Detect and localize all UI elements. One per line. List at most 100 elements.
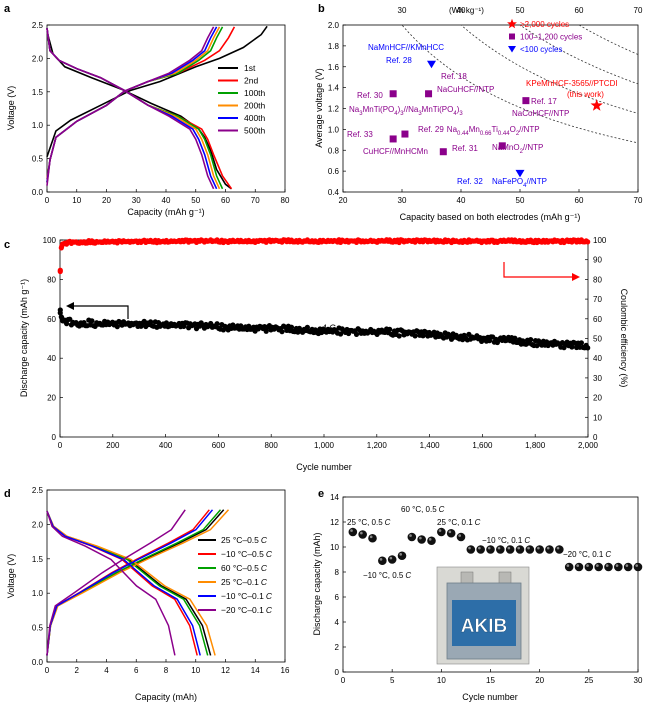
cycle-point-highlight [438,529,442,532]
x-tick-label: 50 [516,196,525,205]
panel-b-xlabel: Capacity based on both electrodes (mAh g… [400,212,581,222]
y-tick-label: 2.5 [32,21,44,30]
legend-label: 60 °C–0.5 C [221,563,268,573]
y-right-tick-label: 80 [593,275,602,284]
x-tick-label: 70 [251,196,260,205]
label-25C-0.5C: 25 °C, 0.5 C [347,518,391,527]
square-marker [389,135,397,143]
y-tick-label: 4 [335,618,340,627]
legend-label-unit: C [261,563,268,573]
panel-c-xlabel: Cycle number [296,462,352,472]
energy-contour [460,25,638,114]
annotation-ref32: Ref. 32 [457,177,483,186]
label-minus20C-0.1C: −20 °C, 0.1 C [563,550,611,559]
panel-b-top-axis-label: (Wh kg⁻¹) [449,6,484,15]
y-tick-label: 60 [47,315,56,324]
x-tick-label: 4 [104,666,109,675]
curve-charge [46,509,210,656]
y-right-tick-label: 40 [593,354,602,363]
cycle-point-highlight [350,529,353,532]
label-minus10C-0.5C: −10 °C, 0.5 C [363,571,411,580]
energy-contour-label: 50 [516,6,525,15]
y-tick-label: 0 [52,433,57,442]
annotation-ref29: Ref. 29 Na0.44Mn0.66Ti0.44O2//NTP [418,125,540,137]
x-tick-label: 50 [191,196,200,205]
x-tick-label: 8 [164,666,169,675]
panel-c-ylabel: Discharge capacity (mAh g⁻¹) [19,279,29,397]
legend-label: −10 °C–0.1 C [221,591,273,601]
cycle-point [397,551,407,561]
y-tick-label: 1.0 [32,589,44,598]
x-tick-label: 2 [75,666,80,675]
cycle-point [387,555,397,564]
y-tick-label: 0.5 [32,624,44,633]
curve-charge-200th [46,26,221,183]
cycle-point-highlight [458,534,462,537]
legend-label-unit: C [266,549,273,559]
curve-charge [46,509,186,656]
cycle-point [358,530,367,539]
legend-label-unit: C [266,605,273,615]
y-tick-label: 10 [330,543,339,552]
x-tick-label: 70 [634,196,643,205]
y-tick-label: 2.0 [32,520,44,529]
y-tick-label: 0.6 [328,167,340,176]
legend-label: 500th [244,126,266,136]
cycle-point [368,533,377,543]
arrow-right-axis [503,262,574,278]
annotation-this-work-1: KPeMnHCF-3565//PTCDI [526,79,618,88]
triangle-marker [515,169,525,178]
annotation-ref28: Ref. 28 [386,56,412,65]
inset-tab-positive [460,571,474,585]
x-tick-label: 5 [390,676,395,685]
annotation-ref32-name: NaFePO4//NTP [492,177,547,189]
marker-Discharge capacity [60,318,66,324]
legend-label: >2,000 cycles [520,20,569,29]
x-tick-label: 60 [575,196,584,205]
y-tick-label: 6 [335,593,340,602]
x-tick-label: 6 [134,666,139,675]
panel-a-curves [46,25,268,190]
annotation-ref30-name: Na3MnTi(PO4)3//Na3MnTi(PO4)3 [349,105,463,117]
cycle-point-highlight [537,546,540,550]
curve-charge [46,509,214,656]
panel-c-ylabel-right: Coulombic efficiency (%) [619,289,629,388]
cycle-point [525,545,535,554]
marker-Discharge capacity [353,331,360,337]
cycle-point [505,545,515,554]
x-tick-label: 20 [339,196,348,205]
annotation-ref31-name: NaMnO2//NTP [492,143,543,155]
panel-e-xlabel: Cycle number [462,692,518,702]
x-tick-label: 20 [102,196,111,205]
curve-discharge [46,510,176,656]
x-tick-label: 1,400 [420,441,441,450]
y-tick-label: 2.0 [328,21,340,30]
annotation-ref33: Ref. 33 [347,130,373,139]
marker-Discharge capacity [585,345,591,351]
curve-discharge [46,510,209,656]
curve-charge [46,509,225,656]
annotation-ref28-name: NaMnHCF//KMnHCC [368,43,444,52]
marker-Discharge capacity [304,324,310,330]
y-tick-label: 80 [47,275,56,284]
x-tick-label: 40 [162,196,171,205]
cycle-point [564,562,574,572]
legend-label: 25 °C–0.1 C [221,577,268,587]
x-tick-label: 2,000 [578,441,599,450]
y-tick-label: 0.5 [32,155,44,164]
energy-contour [519,25,638,85]
star-marker [590,99,603,111]
marker-Discharge capacity [569,344,575,350]
panel-e-points [348,527,643,572]
cycle-point-highlight [478,546,481,550]
marker-Discharge capacity [528,337,534,343]
panel-e-inset-photo: AKIB [436,566,530,665]
x-tick-label: 15 [486,676,495,685]
cycle-point-highlight [448,530,452,534]
annotation-ref18-name: NaCuHCF//NTP [437,85,494,94]
panel-b-ylabel: Average voltage (V) [314,68,324,147]
cycle-point [407,532,417,542]
cycle-point-highlight [409,534,412,537]
panel-b-points [389,60,603,178]
